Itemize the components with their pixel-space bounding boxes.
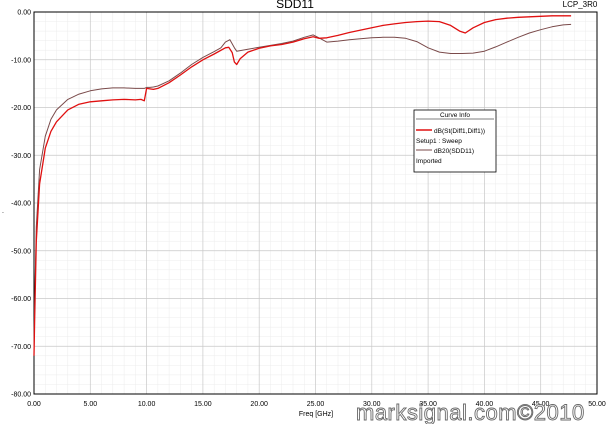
series-line-imported	[33, 23, 572, 347]
x-tick-label: 45.00	[532, 401, 550, 408]
x-tick-label: 5.00	[83, 401, 97, 408]
legend-sub-series-1: Setup1 : Sweep	[416, 138, 462, 145]
y-tick-label: -20.00	[11, 105, 31, 112]
y-tick-label: -30.00	[11, 153, 31, 160]
y-tick-label: -50.00	[11, 248, 31, 255]
y-tick-label: -40.00	[11, 201, 31, 208]
series-line-sweep	[33, 15, 572, 356]
y-axis-stub: .	[2, 208, 4, 215]
y-tick-label: -10.00	[11, 57, 31, 64]
legend[interactable]: Curve Info dB(St(Diff1,Diff1)) Setup1 : …	[413, 109, 497, 173]
y-tick-labels: 0.00 -10.00 -20.00 -30.00 -40.00 -50.00 -60.00…	[11, 10, 31, 399]
legend-entry-series-1: dB(St(Diff1,Diff1))	[434, 128, 485, 135]
corner-label: LCP_3R0	[563, 0, 598, 9]
y-tick-label: 0.00	[17, 10, 31, 17]
x-tick-label: 25.00	[307, 401, 325, 408]
y-tick-label: -60.00	[11, 296, 31, 303]
series-layer	[33, 15, 572, 356]
x-tick-label: 15.00	[194, 401, 212, 408]
chart-title: SDD11	[276, 0, 314, 11]
legend-box	[413, 109, 497, 173]
x-tick-label: 40.00	[476, 401, 494, 408]
x-tick-label: 50.00	[588, 401, 606, 408]
x-tick-label: 10.00	[138, 401, 156, 408]
x-tick-labels: 0.00 5.00 10.00 15.00 20.00 25.00 30.00 35.00 40…	[27, 401, 606, 408]
x-tick-label: 35.00	[419, 401, 437, 408]
y-tick-label: -70.00	[11, 344, 31, 351]
x-tick-label: 30.00	[363, 401, 381, 408]
legend-title: Curve Info	[440, 112, 470, 119]
x-axis-label: Freq [GHz]	[299, 411, 333, 418]
legend-sub-series-2: Imported	[416, 158, 442, 165]
plot-frame	[33, 11, 598, 395]
x-tick-label: 20.00	[250, 401, 268, 408]
y-tick-label: -80.00	[11, 392, 31, 399]
watermark: marksignal.com©2010	[356, 400, 585, 424]
x-tick-label: 0.00	[27, 401, 41, 408]
legend-entry-series-2: dB20(SDD11)	[434, 148, 474, 155]
